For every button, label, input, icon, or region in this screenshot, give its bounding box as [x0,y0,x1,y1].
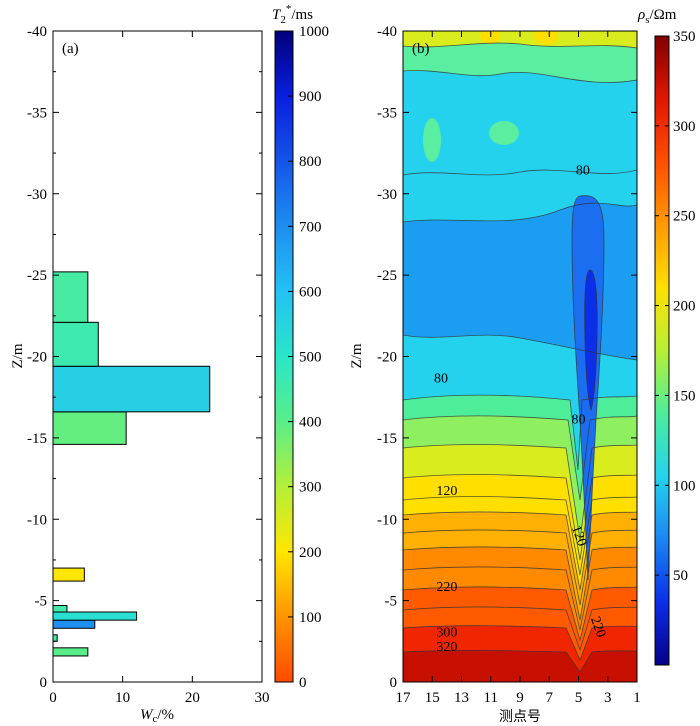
contour-green-blob-1 [423,118,441,162]
panel-b-ytick-label-0: 0 [390,675,398,691]
contour-low-resistivity-core [584,270,598,410]
panel-a-ytick-label-0: 0 [40,675,48,691]
panel-b-xtick-label-3: 11 [484,690,498,706]
panel-b-xtick-label-0: 17 [396,690,412,706]
colorbar-a-tick-label-2: 200 [299,545,322,561]
panel-a-ticks: 0 10 20 30 0 -5 -10 -15 -20 -25 -30 -35 -40 [27,24,270,706]
panel-b-ytick-label-4: -20 [377,350,397,366]
colorbar-a-tick-label-6: 600 [299,284,322,300]
contour-label-5: 220 [436,580,457,595]
bar-8 [52,321,99,367]
contour-label-4: 120 [568,524,589,549]
contour-hot-spot-1 [480,31,500,44]
panel-b: 17 15 13 11 9 7 5 3 1 0 -5 -10 -15 -20 -25 -30 -35 -40 80… [349,24,641,725]
bar-6 [52,411,127,445]
panel-a-ytick-label-5: -25 [27,268,47,284]
bar-7 [52,365,211,413]
bar-0 [52,647,89,657]
contour-label-8: 220 [587,615,608,640]
panel-b-ytick-label-7: -35 [377,105,397,121]
contour-label-6: 300 [436,626,457,641]
panel-b-xtick-label-6: 5 [575,690,583,706]
panel-b-ytick-label-1: -5 [385,594,398,610]
panel-a-ytick-label-2: -10 [27,512,47,528]
bar-3 [52,611,138,621]
contour-lines [403,42,637,673]
colorbar-b-tick-label-1: 100 [673,478,696,494]
contour-fill [403,31,637,682]
colorbar-a: 0 100 200 300 400 500 600 700 800 900 1000 T2*/ms [272,3,329,691]
bar-5 [52,567,85,582]
colorbar-a-tick-label-1: 100 [299,610,322,626]
panel-a-ytick-label-6: -30 [27,187,47,203]
colorbar-b-ticks: 50 100 150 200 250 300 350 [655,29,696,584]
contour-label-2: 80 [572,412,586,427]
panel-a-xtick-label-1: 10 [115,690,130,706]
colorbar-b-tick-label-0: 50 [673,568,688,584]
colorbar-b-tick-label-2: 150 [673,388,696,404]
panel-a-xlabel: Wc/% [140,707,174,725]
contour-label-1: 80 [434,372,448,387]
panel-b-xtick-label-5: 7 [546,690,554,706]
colorbar-b-tick-label-6: 350 [673,29,696,45]
panel-b-xtick-label-4: 9 [516,690,524,706]
panel-a-ytick-label-3: -15 [27,431,47,447]
panel-b-ytick-label-5: -25 [377,268,397,284]
panel-a-ytick-label-7: -35 [27,105,47,121]
colorbar-a-tick-label-5: 500 [299,350,322,366]
bar-4 [52,605,68,613]
colorbar-b-tick-label-5: 300 [673,119,696,135]
panel-b-ytick-label-8: -40 [377,24,397,40]
panel-a-xtick-label-0: 0 [49,690,57,706]
colorbar-a-ticks: 0 100 200 300 400 500 600 700 800 900 1000 [288,24,329,691]
panel-a-xtick-label-2: 20 [185,690,200,706]
bar-9 [52,271,89,323]
contour-label-0: 80 [576,163,590,178]
colorbar-a-tick-label-4: 400 [299,415,322,431]
panel-b-xlabel: 测点号 [499,709,541,725]
panel-a-ytick-label-4: -20 [27,350,47,366]
colorbar-b-tick-label-4: 250 [673,209,696,225]
panel-b-ytick-label-3: -15 [377,431,397,447]
colorbar-a-tick-label-7: 700 [299,219,322,235]
colorbar-b-title: ρs/Ωm [637,7,677,26]
panel-a-ytick-label-1: -5 [35,594,48,610]
colorbar-b-tick-label-3: 200 [673,299,696,315]
panel-b-xtick-label-1: 15 [425,690,440,706]
contour-label-7: 320 [436,640,457,655]
panel-b-xtick-label-2: 13 [454,690,469,706]
panel-b-ytick-label-2: -10 [377,512,397,528]
panel-a-ylabel: Z/m [10,343,26,368]
panel-b-label: (b) [412,41,430,57]
contour-band-dark-red [403,650,637,682]
panel-b-xtick-label-8: 1 [633,690,641,706]
colorbar-a-tick-label-8: 800 [299,154,322,170]
bar-1 [52,634,58,642]
panel-a-ytick-label-8: -40 [27,24,47,40]
contour-green-blob-2 [489,121,519,145]
panel-b-xtick-label-7: 3 [604,690,612,706]
panel-a: 0 10 20 300-5-10-15-20-25-30-35-40 (a) Z/m … [10,24,270,725]
panel-b-ylabel: Z/m [349,343,365,368]
contour-label-3: 120 [436,484,457,499]
contour-hot-spot-2 [534,31,558,45]
colorbar-a-tick-label-0: 0 [299,675,307,691]
colorbar-a-tick-label-3: 300 [299,480,322,496]
colorbar-a-tick-label-9: 900 [299,89,322,105]
colorbar-a-tick-label-10: 1000 [299,24,329,40]
colorbar-a-title: T2*/ms [272,3,313,26]
panel-a-label: (a) [62,41,79,57]
panel-b-ticks: 17 15 13 11 9 7 5 3 1 0 -5 -10 -15 -20 -25 -30 -35 -40 [377,24,641,706]
panel-b-ytick-label-6: -30 [377,187,397,203]
panel-a-xtick-label-3: 30 [255,690,270,706]
colorbar-b-bar [654,35,670,666]
colorbar-b: 50 100 150 200 250 300 350 ρs/Ωm [637,7,696,666]
bar-2 [52,619,96,629]
panel-a-bars [52,271,211,657]
